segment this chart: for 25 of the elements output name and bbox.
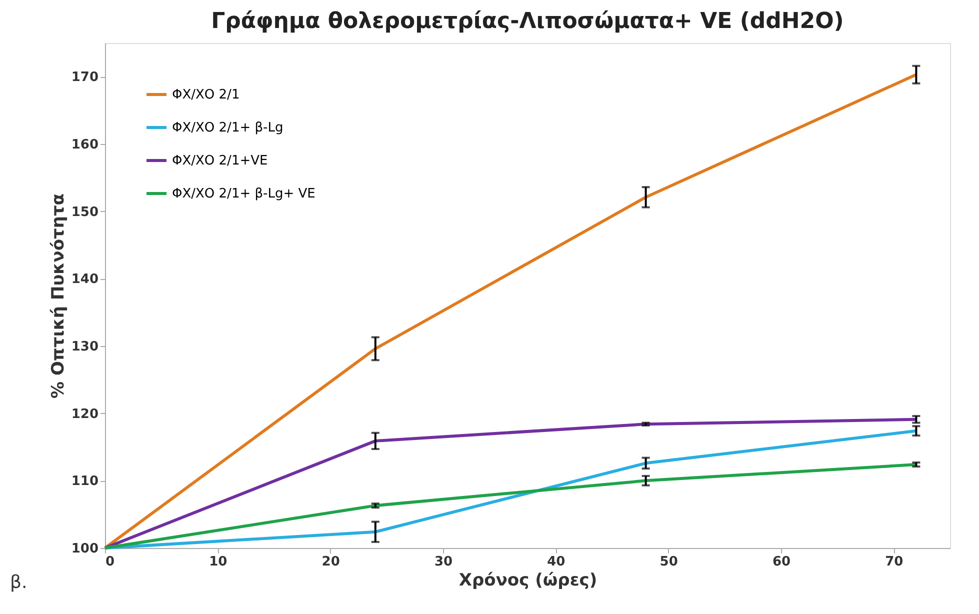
legend-label: ΦΧ/ΧΟ 2/1+ β-Lg+ VE (172, 186, 316, 202)
x-tick-label: 0 (106, 554, 115, 570)
x-tick-label: 30 (434, 554, 453, 570)
x-tick-label: 20 (322, 554, 340, 570)
x-tick-label: 10 (209, 554, 228, 570)
y-tick-label: 160 (71, 138, 98, 152)
y-tick-label: 170 (71, 70, 98, 86)
x-tick-label: 60 (772, 554, 791, 570)
y-tick-label: 100 (71, 542, 98, 556)
x-axis-title: Χρόνος (ώρες) (458, 570, 598, 590)
x-tick-label: 40 (547, 554, 566, 570)
legend-label: ΦΧ/ΧΟ 2/1+VE (172, 154, 268, 168)
text: β. (10, 572, 28, 593)
x-tick-label: 50 (660, 554, 678, 570)
y-tick-label: 140 (71, 272, 98, 288)
x-tick-label: 70 (885, 554, 904, 570)
y-axis-title: % Οπτική Πυκνότητα (48, 194, 68, 398)
line-series (104, 73, 918, 550)
legend-label: ΦΧ/ΧΟ 2/1+ β-Lg (172, 120, 284, 136)
chart-title: Γράφημα θολερομετρίας-Λιποσώματα+ VE (ddH2O) (211, 9, 844, 34)
y-tick-label: 120 (71, 406, 98, 422)
y-tick-label: 110 (71, 474, 98, 490)
y-tick-label: 130 (71, 340, 98, 354)
y-tick-label: 150 (71, 204, 98, 220)
legend-label: ΦΧ/ΧΟ 2/1 (172, 88, 240, 102)
